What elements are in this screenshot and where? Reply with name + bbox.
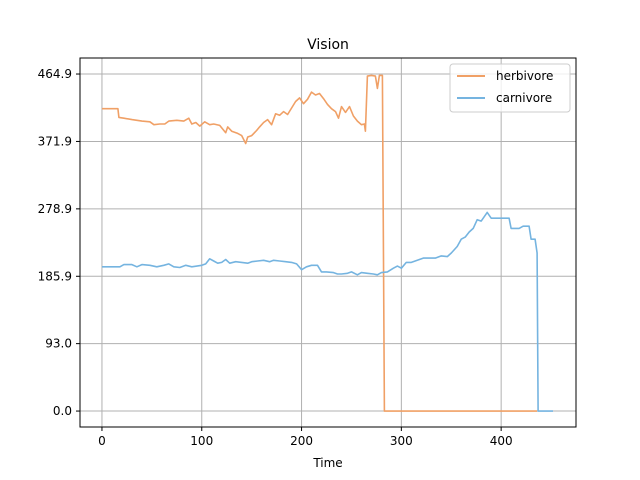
x-tick-label: 400 bbox=[490, 434, 513, 448]
chart-title: Vision bbox=[307, 37, 349, 53]
x-tick-label: 0 bbox=[98, 434, 106, 448]
y-tick-label: 278.9 bbox=[38, 202, 72, 216]
axis-ticks: 0 100 200 300 400 0.0 93.0 185.9 278.9 371.9 464.9 bbox=[38, 67, 513, 448]
x-tick-label: 200 bbox=[290, 434, 313, 448]
x-tick-label: 300 bbox=[390, 434, 413, 448]
legend: herbivore carnivore bbox=[449, 63, 571, 113]
y-tick-label: 185.9 bbox=[38, 269, 72, 283]
plot-frame bbox=[79, 57, 577, 428]
legend-label-carnivore: carnivore bbox=[496, 91, 552, 105]
y-tick-label: 371.9 bbox=[38, 134, 72, 148]
series-line-carnivore bbox=[102, 211, 553, 412]
y-tick-label: 464.9 bbox=[38, 67, 72, 81]
series-line-herbivore bbox=[102, 74, 538, 412]
y-tick-label: 0.0 bbox=[53, 404, 72, 418]
x-axis-label: Time bbox=[312, 456, 342, 470]
x-tick-label: 100 bbox=[190, 434, 213, 448]
legend-label-herbivore: herbivore bbox=[496, 69, 553, 83]
series-lines bbox=[102, 74, 553, 412]
y-tick-label: 93.0 bbox=[45, 337, 72, 351]
